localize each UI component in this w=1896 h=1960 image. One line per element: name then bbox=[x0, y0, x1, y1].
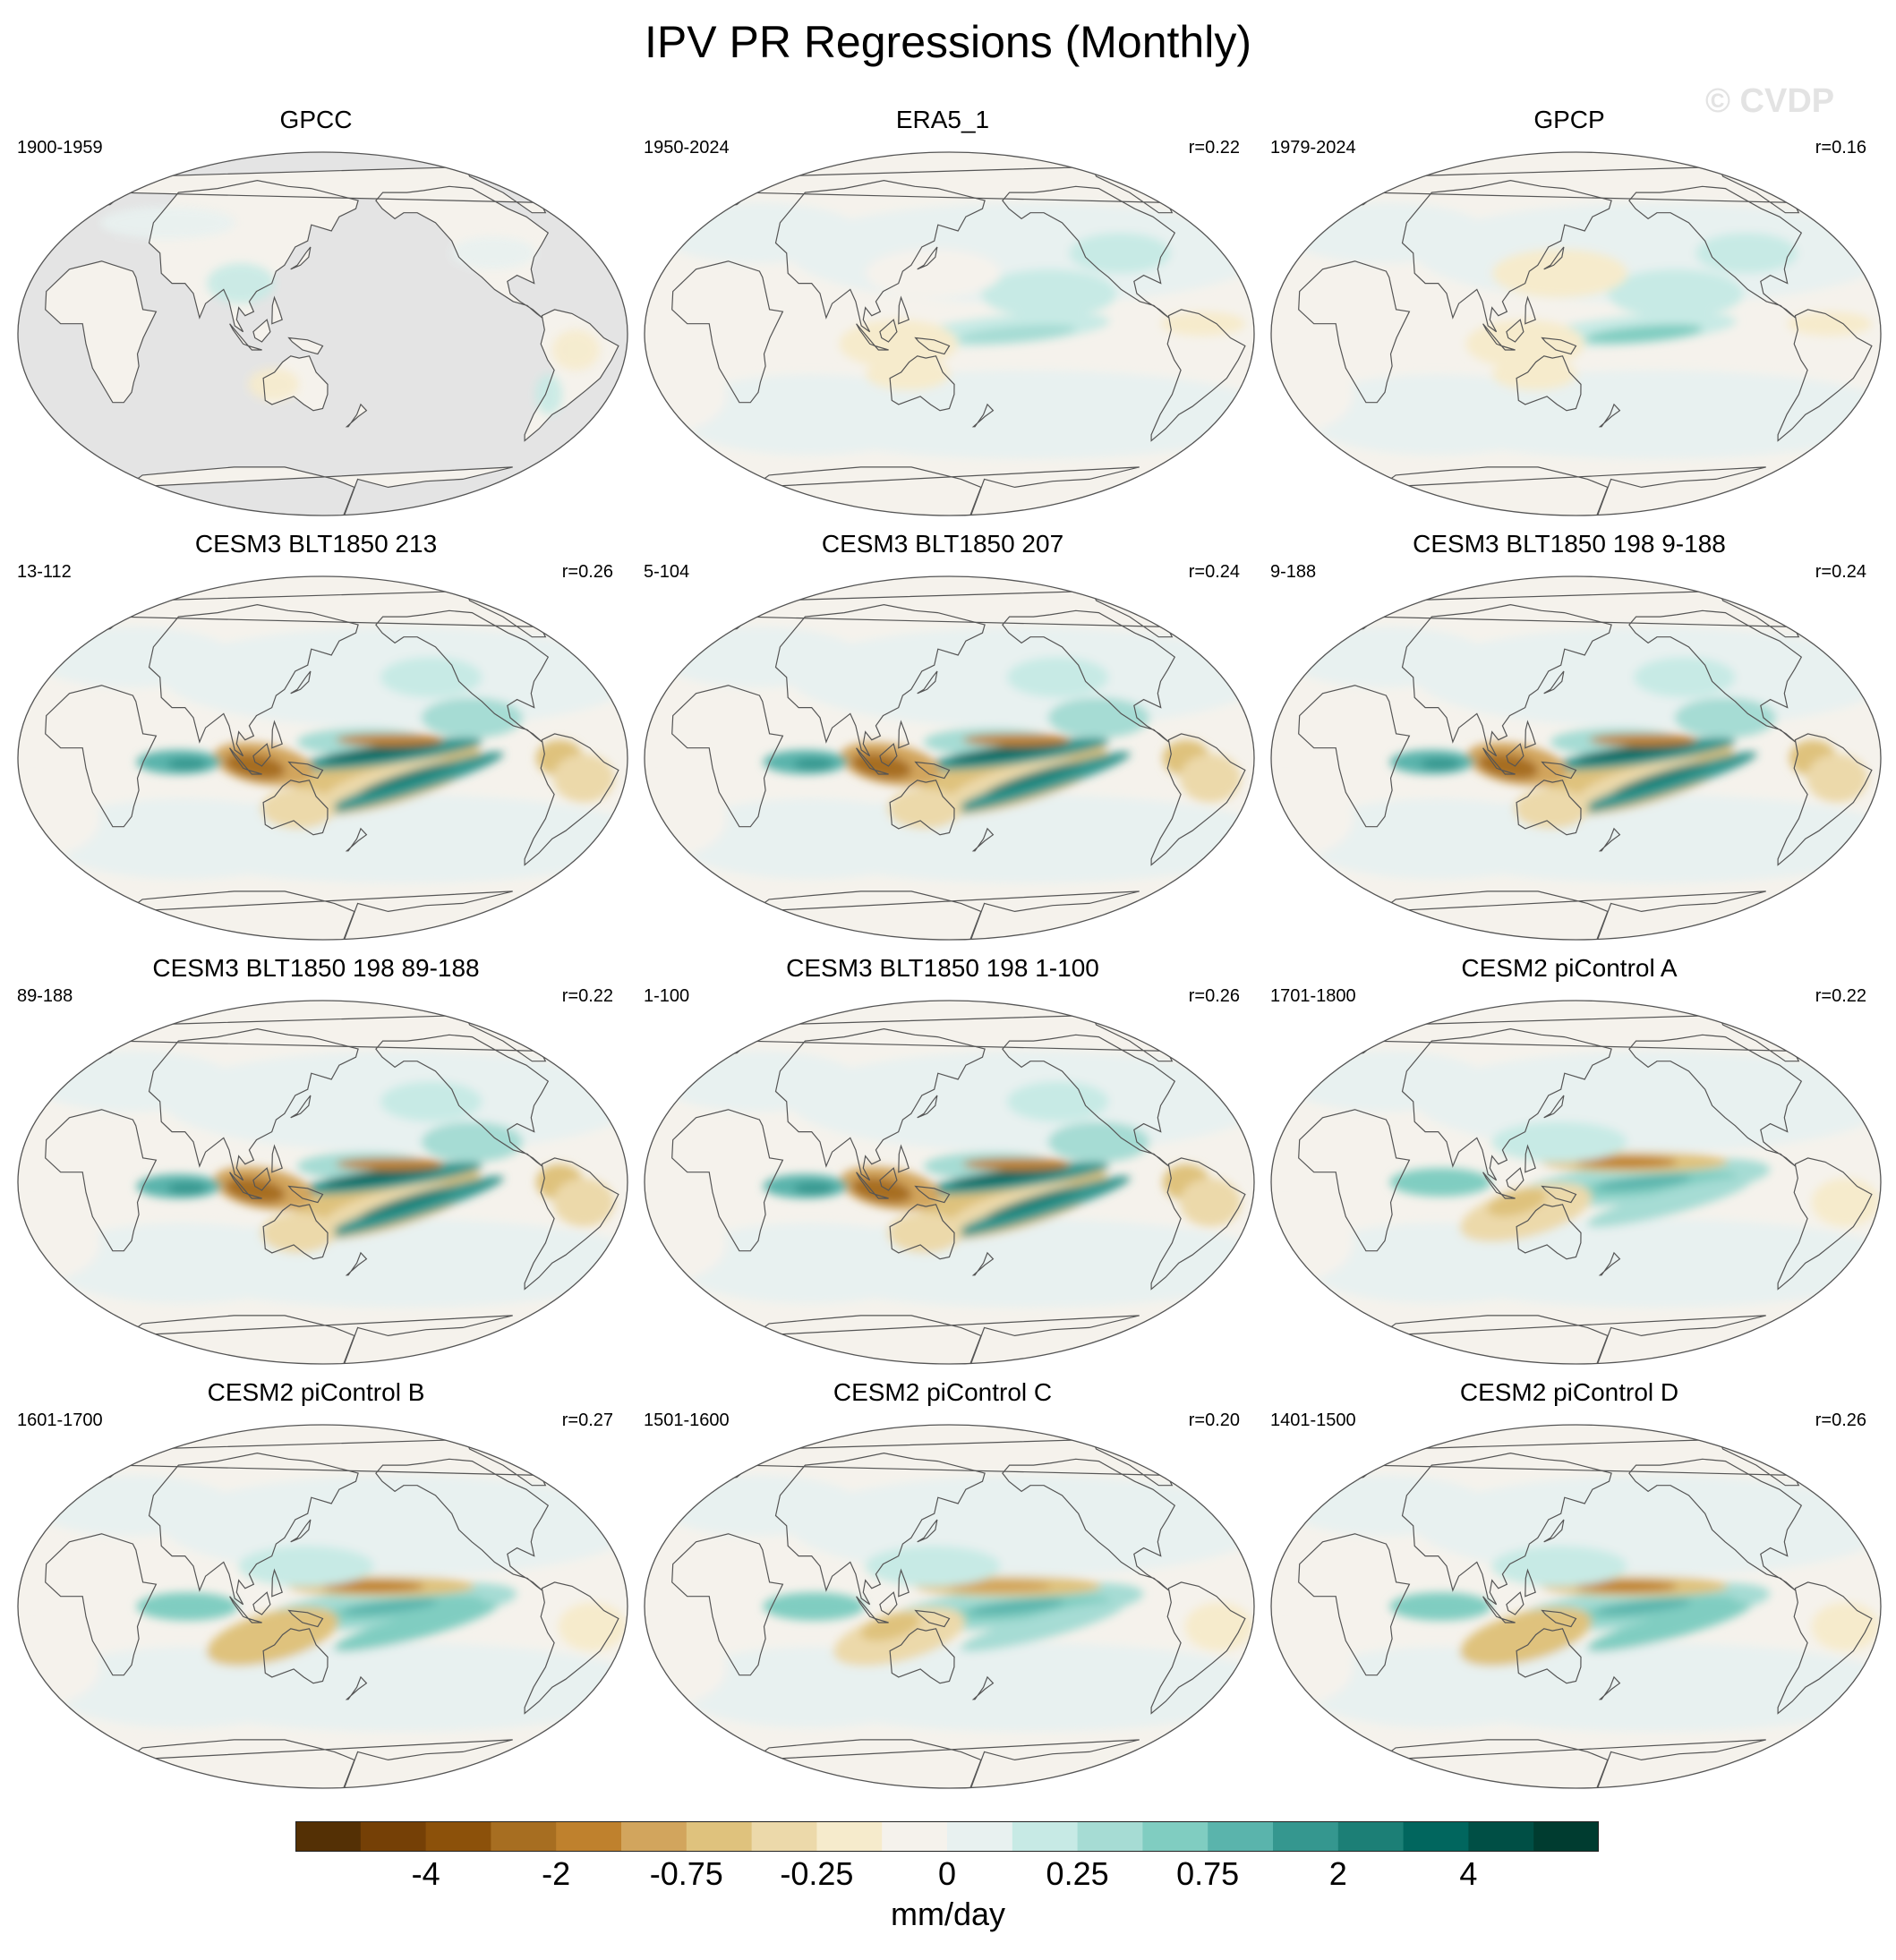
colorbar-swatch bbox=[882, 1822, 948, 1851]
cvdp-watermark: © CVDP bbox=[1705, 82, 1835, 120]
panel-title: CESM3 BLT1850 198 89-188 bbox=[152, 954, 480, 982]
map-panel: CESM3 BLT1850 198 9-188 9-188 r=0.24 bbox=[1256, 530, 1883, 942]
panel-correlation: r=0.26 bbox=[561, 562, 613, 582]
colorbar-swatch bbox=[1403, 1822, 1469, 1851]
robinson-map bbox=[644, 575, 1255, 941]
robinson-map bbox=[17, 1000, 628, 1365]
colorbar-tick-label: 2 bbox=[1328, 1855, 1347, 1892]
colorbar-swatch bbox=[1533, 1822, 1599, 1851]
robinson-map bbox=[1270, 1000, 1882, 1365]
panel-period: 89-188 bbox=[17, 986, 73, 1006]
map-panel: CESM3 BLT1850 198 1-100 1-100 r=0.26 bbox=[629, 954, 1256, 1366]
panel-period: 5-104 bbox=[644, 562, 690, 582]
colorbar-swatch bbox=[1337, 1822, 1405, 1851]
colorbar-swatch bbox=[751, 1822, 817, 1851]
colorbar-tick-label: -0.75 bbox=[649, 1855, 723, 1892]
robinson-map bbox=[644, 1000, 1255, 1365]
map-panel: GPCC 1900-1959 bbox=[3, 106, 629, 517]
colorbar-swatch bbox=[295, 1822, 362, 1851]
panel-correlation: r=0.26 bbox=[1815, 1410, 1866, 1430]
panel-correlation: r=0.24 bbox=[1815, 562, 1866, 582]
map-panel: CESM2 piControl D 1401-1500 r=0.26 bbox=[1256, 1378, 1883, 1790]
colorbar-tick-label: -2 bbox=[542, 1855, 571, 1892]
colorbar-swatch bbox=[360, 1822, 427, 1851]
colorbar bbox=[295, 1821, 1599, 1852]
panel-title: CESM2 piControl B bbox=[207, 1378, 425, 1406]
map-panel: GPCP 1979-2024 r=0.16 bbox=[1256, 106, 1883, 517]
panel-period: 1701-1800 bbox=[1270, 986, 1356, 1006]
panel-period: 1501-1600 bbox=[644, 1410, 730, 1430]
panel-correlation: r=0.24 bbox=[1188, 562, 1240, 582]
colorbar-swatch bbox=[686, 1822, 753, 1851]
colorbar-swatch bbox=[621, 1822, 688, 1851]
colorbar-units: mm/day bbox=[890, 1896, 1006, 1932]
colorbar-tick-label: 0.75 bbox=[1176, 1855, 1240, 1892]
panel-correlation: r=0.22 bbox=[1815, 986, 1866, 1006]
page-title: IPV PR Regressions (Monthly) bbox=[644, 17, 1251, 67]
panel-title: CESM3 BLT1850 213 bbox=[194, 530, 438, 558]
panel-title: CESM3 BLT1850 198 9-188 bbox=[1413, 530, 1726, 558]
colorbar-tick-label: 0.25 bbox=[1046, 1855, 1109, 1892]
colorbar-swatch bbox=[491, 1822, 557, 1851]
robinson-map bbox=[17, 1424, 628, 1789]
panel-title: CESM2 piControl C bbox=[833, 1378, 1053, 1406]
panel-title: CESM3 BLT1850 207 bbox=[821, 530, 1064, 558]
panel-title: CESM3 BLT1850 198 1-100 bbox=[786, 954, 1099, 982]
map-panel: CESM3 BLT1850 198 89-188 89-188 r=0.22 bbox=[3, 954, 629, 1366]
panel-period: 1950-2024 bbox=[644, 138, 730, 158]
panel-period: 9-188 bbox=[1270, 562, 1317, 582]
panel-correlation: r=0.26 bbox=[1188, 986, 1240, 1006]
panel-period: 1601-1700 bbox=[17, 1410, 103, 1430]
panel-title: GPCP bbox=[1533, 106, 1605, 133]
map-panel: CESM2 piControl A 1701-1800 r=0.22 bbox=[1256, 954, 1883, 1366]
colorbar-swatch bbox=[1208, 1822, 1274, 1851]
robinson-map bbox=[644, 151, 1255, 516]
panel-correlation: r=0.27 bbox=[561, 1410, 613, 1430]
colorbar-tick-label: -0.25 bbox=[780, 1855, 854, 1892]
panel-correlation: r=0.20 bbox=[1188, 1410, 1240, 1430]
colorbar-swatch bbox=[1273, 1822, 1339, 1851]
panel-correlation: r=0.22 bbox=[1188, 138, 1240, 158]
panel-period: 1979-2024 bbox=[1270, 138, 1356, 158]
map-panel: CESM2 piControl C 1501-1600 r=0.20 bbox=[629, 1378, 1256, 1790]
panel-title: CESM2 piControl A bbox=[1461, 954, 1678, 982]
panel-period: 13-112 bbox=[17, 562, 72, 582]
panel-period: 1-100 bbox=[644, 986, 690, 1006]
map-panel: ERA5_1 1950-2024 r=0.22 bbox=[629, 106, 1256, 517]
colorbar-swatch bbox=[1077, 1822, 1143, 1851]
colorbar-tick-label: -4 bbox=[411, 1855, 440, 1892]
colorbar-tick-label: 4 bbox=[1459, 1855, 1478, 1892]
colorbar-swatch bbox=[816, 1822, 883, 1851]
panel-period: 1401-1500 bbox=[1270, 1410, 1356, 1430]
map-panel: CESM3 BLT1850 207 5-104 r=0.24 bbox=[629, 530, 1256, 942]
panel-correlation: r=0.22 bbox=[561, 986, 613, 1006]
robinson-map bbox=[644, 1424, 1255, 1789]
robinson-map bbox=[17, 575, 628, 941]
panel-title: ERA5_1 bbox=[895, 106, 990, 133]
colorbar-swatch bbox=[425, 1822, 491, 1851]
panel-title: GPCC bbox=[279, 106, 353, 133]
colorbar-swatch bbox=[947, 1822, 1013, 1851]
colorbar-swatch bbox=[1468, 1822, 1534, 1851]
panel-title: CESM2 piControl D bbox=[1459, 1378, 1679, 1406]
robinson-map bbox=[1270, 151, 1882, 516]
robinson-map bbox=[17, 151, 628, 516]
map-panel: CESM2 piControl B 1601-1700 r=0.27 bbox=[3, 1378, 629, 1790]
colorbar-swatch bbox=[1012, 1822, 1079, 1851]
robinson-map bbox=[1270, 575, 1882, 941]
colorbar-swatch bbox=[556, 1822, 622, 1851]
map-panel: CESM3 BLT1850 213 13-112 r=0.26 bbox=[3, 530, 629, 942]
robinson-map bbox=[1270, 1424, 1882, 1789]
panel-correlation: r=0.16 bbox=[1815, 138, 1866, 158]
colorbar-tick-label: 0 bbox=[937, 1855, 957, 1892]
panel-period: 1900-1959 bbox=[17, 138, 103, 158]
colorbar-swatch bbox=[1142, 1822, 1208, 1851]
